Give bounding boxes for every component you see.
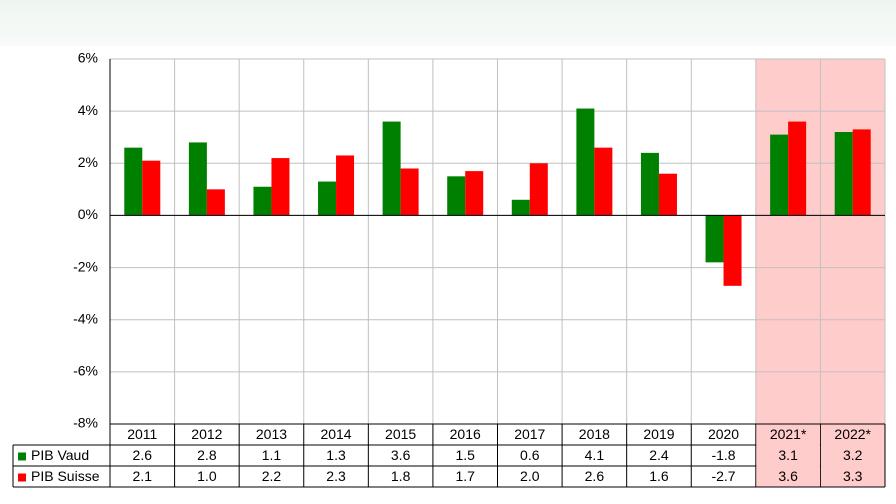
bar [465, 171, 484, 216]
bar [788, 121, 807, 216]
table-value: 2.0 [520, 468, 540, 484]
y-tick-label: 2% [78, 154, 98, 170]
x-tick-label: 2022* [834, 426, 871, 442]
table-value: 3.6 [778, 468, 798, 484]
x-tick-label: 2020 [708, 426, 739, 442]
bar [723, 215, 742, 286]
legend-marker [18, 452, 26, 461]
table-value: 3.6 [391, 447, 411, 463]
table-value: 1.5 [455, 447, 475, 463]
bar [142, 160, 161, 216]
table-value: 1.3 [326, 447, 346, 463]
table-value: 2.6 [133, 447, 153, 463]
bar [124, 147, 143, 216]
table-value: 1.6 [649, 468, 669, 484]
legend-marker [18, 473, 26, 482]
bar [658, 173, 677, 216]
table-value: 1.0 [197, 468, 217, 484]
table-value: 1.8 [391, 468, 411, 484]
bar [188, 142, 207, 216]
table-value: 2.3 [326, 468, 346, 484]
table-value: 4.1 [585, 447, 605, 463]
y-tick-label: -4% [73, 310, 98, 326]
table-value: 3.1 [778, 447, 798, 463]
bar [336, 155, 355, 216]
bar [511, 199, 530, 216]
bar [318, 181, 337, 216]
bar [382, 121, 401, 216]
x-tick-label: 2011 [127, 426, 157, 442]
table-value: 2.8 [197, 447, 217, 463]
table-value: 3.2 [843, 447, 863, 463]
bar [834, 132, 853, 216]
y-tick-label: -6% [73, 363, 98, 379]
table-value: -2.7 [711, 468, 735, 484]
x-tick-label: 2013 [256, 426, 287, 442]
x-tick-label: 2021* [770, 426, 807, 442]
table-value: 0.6 [520, 447, 540, 463]
table-value: 2.2 [262, 468, 282, 484]
bar [852, 129, 871, 216]
legend-label: PIB Suisse [31, 468, 100, 484]
bar [400, 168, 419, 216]
shaded-cell [820, 424, 885, 487]
bar [576, 108, 595, 216]
y-tick-label: 6% [78, 50, 98, 66]
bar [640, 152, 659, 216]
bar [447, 176, 466, 216]
shaded-band [820, 59, 885, 424]
bar [770, 134, 789, 216]
header-band [0, 0, 896, 46]
shaded-band [755, 59, 821, 424]
y-tick-label: -8% [73, 415, 98, 431]
x-tick-label: 2014 [320, 426, 351, 442]
bar [705, 215, 724, 263]
table-value: 2.4 [649, 447, 669, 463]
x-tick-label: 2019 [643, 426, 674, 442]
x-tick-label: 2015 [385, 426, 416, 442]
bar [271, 158, 290, 216]
legend-label: PIB Vaud [31, 447, 89, 463]
y-tick-label: 4% [78, 102, 98, 118]
bar [529, 163, 548, 216]
x-tick-label: 2012 [191, 426, 222, 442]
x-tick-label: 2016 [450, 426, 481, 442]
table-value: 2.1 [133, 468, 153, 484]
table-value: -1.8 [711, 447, 735, 463]
x-tick-label: 2018 [579, 426, 610, 442]
bar [206, 189, 225, 216]
y-tick-label: -2% [73, 258, 98, 274]
bar [594, 147, 613, 216]
table-value: 2.6 [585, 468, 605, 484]
table-value: 1.1 [262, 447, 282, 463]
table-value: 3.3 [843, 468, 863, 484]
x-tick-label: 2017 [514, 426, 545, 442]
y-tick-label: 0% [78, 206, 98, 222]
bar [253, 186, 272, 216]
shaded-cell [756, 424, 820, 487]
table-value: 1.7 [455, 468, 475, 484]
